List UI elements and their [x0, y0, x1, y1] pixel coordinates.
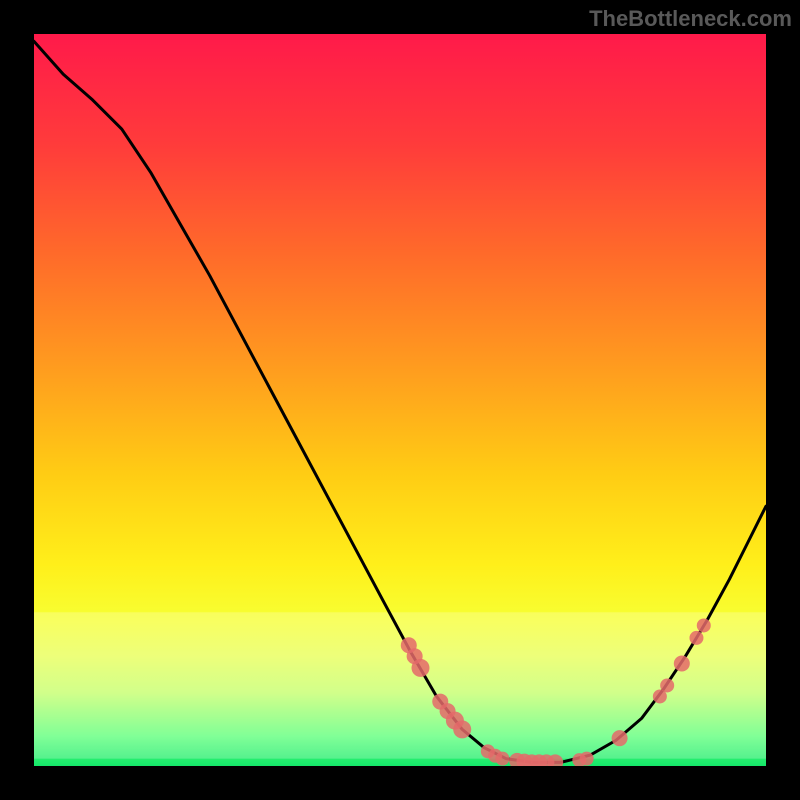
bottleneck-curve-chart: [34, 34, 766, 766]
curve-marker: [580, 752, 594, 766]
curve-marker: [697, 618, 711, 632]
curve-marker: [453, 720, 471, 738]
curve-marker: [412, 659, 430, 677]
watermark-text: TheBottleneck.com: [589, 6, 792, 32]
curve-marker: [612, 730, 628, 746]
curve-marker: [660, 678, 674, 692]
curve-marker: [674, 656, 690, 672]
chart-svg: [34, 34, 766, 766]
curve-marker: [689, 631, 703, 645]
curve-marker: [495, 752, 509, 766]
